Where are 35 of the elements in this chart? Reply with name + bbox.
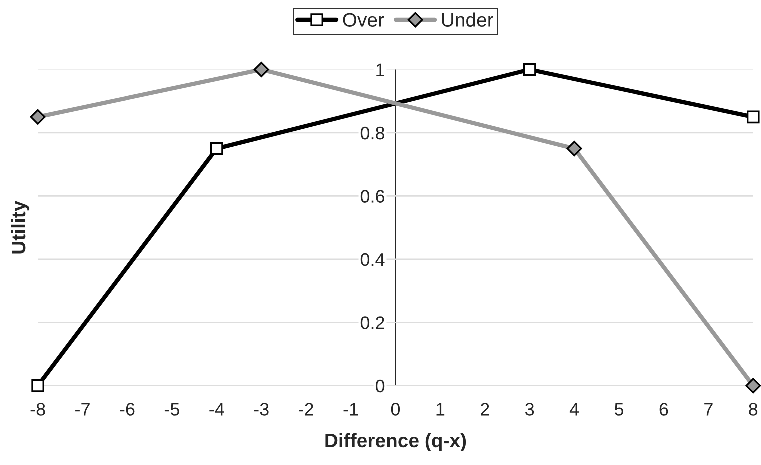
point [30, 109, 46, 125]
point [210, 142, 224, 156]
x-tick-label: 3 [526, 403, 534, 416]
x-tick-label: -3 [254, 403, 269, 416]
x-tick-label: -5 [164, 403, 180, 416]
x-tick-label: 1 [436, 403, 445, 416]
x-tick-label: 7 [704, 403, 713, 416]
point [254, 62, 270, 78]
point [523, 63, 536, 76]
x-tick-label: -1 [344, 403, 358, 416]
y-tick-label: 0.4 [360, 253, 385, 266]
point [747, 110, 760, 124]
x-tick-label: 8 [749, 403, 758, 416]
point [32, 380, 44, 392]
x-tick-label: 2 [481, 403, 490, 416]
x-tick-label: -6 [120, 403, 135, 416]
x-tick-label: -4 [210, 403, 224, 416]
x-tick-label: -7 [76, 403, 90, 416]
x-tick-label: 4 [570, 403, 580, 416]
y-axis-title: Utility [11, 200, 30, 254]
point [566, 141, 582, 157]
y-tick-label: 1 [376, 64, 384, 76]
x-tick-label: 6 [660, 403, 668, 416]
x-axis-title: Difference (q-x) [326, 433, 466, 452]
x-tick-label: -8 [30, 403, 46, 416]
x-tick-label: 5 [614, 403, 624, 416]
x-tick-label: -2 [299, 403, 314, 416]
x-tick-label: 0 [391, 403, 400, 416]
y-tick-label: 0.6 [360, 190, 385, 203]
y-tick-label: 0.2 [360, 316, 384, 330]
point [746, 378, 761, 394]
y-tick-label: 0.8 [360, 126, 385, 140]
legend-label: Under [442, 12, 494, 27]
legend-label: Over [343, 13, 384, 27]
y-tick-label: 0 [376, 380, 385, 393]
